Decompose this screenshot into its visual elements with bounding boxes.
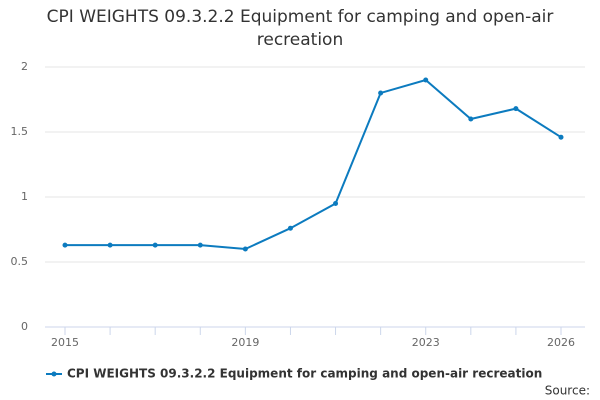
point [62, 242, 68, 248]
x-tick-label: 2015 [51, 336, 79, 349]
point [197, 242, 203, 248]
y-tick-label: 2 [21, 60, 28, 73]
legend-label: CPI WEIGHTS 09.3.2.2 Equipment for campi… [67, 367, 542, 381]
y-tick-label: 1.5 [11, 125, 29, 138]
point [107, 242, 113, 248]
point [468, 116, 474, 122]
source: Source: [545, 384, 590, 398]
series-line [65, 78, 562, 251]
y-tick-label: 0.5 [11, 255, 29, 268]
x-tick-label: 2019 [231, 336, 259, 349]
point [378, 90, 384, 96]
y-tick-label: 1 [21, 190, 28, 203]
point [423, 77, 429, 83]
y-tick-label: 0 [21, 320, 28, 333]
chart-title: CPI WEIGHTS 09.3.2.2 Equipment for campi… [46, 7, 554, 50]
legend-marker [51, 371, 57, 377]
x-tick-label: 2026 [547, 336, 575, 349]
point [242, 246, 248, 252]
point [513, 106, 519, 112]
point [287, 225, 293, 231]
x-tick-label: 2023 [412, 336, 440, 349]
point [558, 134, 564, 140]
point [333, 201, 339, 206]
point [152, 242, 158, 248]
